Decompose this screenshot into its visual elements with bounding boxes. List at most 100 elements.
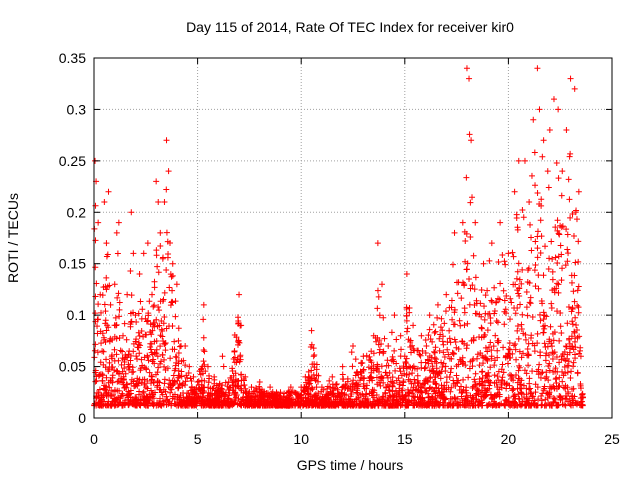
data-point <box>528 235 534 241</box>
data-point <box>340 364 346 370</box>
data-point <box>451 350 457 356</box>
data-point <box>144 318 150 324</box>
data-point <box>219 353 225 359</box>
y-tick-label: 0.3 <box>67 101 87 117</box>
data-point <box>574 216 580 222</box>
data-point <box>483 345 489 351</box>
data-point <box>569 280 575 286</box>
data-point <box>133 319 139 325</box>
data-point <box>513 357 519 363</box>
data-point <box>103 240 109 246</box>
data-point <box>423 337 429 343</box>
data-point <box>558 323 564 329</box>
data-point <box>473 371 479 377</box>
data-point <box>479 368 485 374</box>
data-point <box>236 292 242 298</box>
data-point <box>164 230 170 236</box>
axis-ticks <box>94 58 612 418</box>
data-point <box>576 283 582 289</box>
data-point <box>452 230 458 236</box>
data-point <box>200 316 206 322</box>
data-point <box>525 346 531 352</box>
data-point <box>93 203 99 209</box>
data-point <box>161 380 167 386</box>
data-point <box>512 341 518 347</box>
data-point <box>389 329 395 335</box>
data-point <box>156 307 162 313</box>
data-point <box>546 266 552 272</box>
data-point <box>494 348 500 354</box>
data-point <box>311 353 317 359</box>
data-point <box>438 324 444 330</box>
data-point <box>479 287 485 293</box>
data-point <box>353 356 359 362</box>
data-point <box>439 364 445 370</box>
data-point <box>534 245 540 251</box>
data-point <box>137 271 143 277</box>
data-point <box>169 274 175 280</box>
y-tick-label: 0.05 <box>59 359 86 375</box>
data-point <box>423 343 429 349</box>
data-point <box>393 336 399 342</box>
data-point <box>563 127 569 133</box>
data-point <box>565 369 571 375</box>
data-point <box>514 215 520 221</box>
data-point <box>457 323 463 329</box>
data-point <box>575 370 581 376</box>
data-point <box>510 386 516 392</box>
plot-frame <box>94 58 612 418</box>
data-point <box>157 243 163 249</box>
data-point <box>145 240 151 246</box>
data-point <box>404 329 410 335</box>
data-point <box>554 280 560 286</box>
data-point <box>567 151 573 157</box>
data-point <box>546 184 552 190</box>
data-point <box>166 285 172 291</box>
data-point <box>516 158 522 164</box>
data-point <box>518 386 524 392</box>
data-point <box>526 381 532 387</box>
data-point <box>461 282 467 288</box>
data-point <box>572 86 578 92</box>
data-point <box>492 372 498 378</box>
data-point <box>116 313 122 319</box>
data-point <box>409 370 415 376</box>
data-point <box>431 349 437 355</box>
data-point <box>309 328 315 334</box>
data-point <box>478 325 484 331</box>
data-point <box>508 299 514 305</box>
data-point <box>443 308 449 314</box>
data-point <box>566 196 572 202</box>
data-point <box>460 220 466 226</box>
data-point <box>526 199 532 205</box>
data-point <box>97 387 103 393</box>
data-point <box>457 318 463 324</box>
data-point <box>433 344 439 350</box>
data-point <box>507 296 513 302</box>
data-point <box>103 356 109 362</box>
data-point <box>534 65 540 71</box>
data-point <box>527 222 533 228</box>
data-point <box>334 381 340 387</box>
data-point <box>553 376 559 382</box>
data-point <box>174 281 180 287</box>
data-point <box>94 323 100 329</box>
data-point <box>155 353 161 359</box>
data-point <box>556 338 562 344</box>
y-tick-label: 0 <box>78 410 86 426</box>
data-point <box>577 348 583 354</box>
data-point <box>515 323 521 329</box>
data-point <box>95 349 101 355</box>
data-point <box>427 327 433 333</box>
data-point <box>461 322 467 328</box>
data-point <box>411 377 417 383</box>
data-point <box>438 316 444 322</box>
data-point <box>564 396 570 402</box>
data-point <box>398 346 404 352</box>
data-point <box>340 371 346 377</box>
data-point <box>136 350 142 356</box>
data-point <box>551 337 557 343</box>
data-point <box>407 305 413 311</box>
data-point <box>554 260 560 266</box>
data-point <box>560 223 566 229</box>
